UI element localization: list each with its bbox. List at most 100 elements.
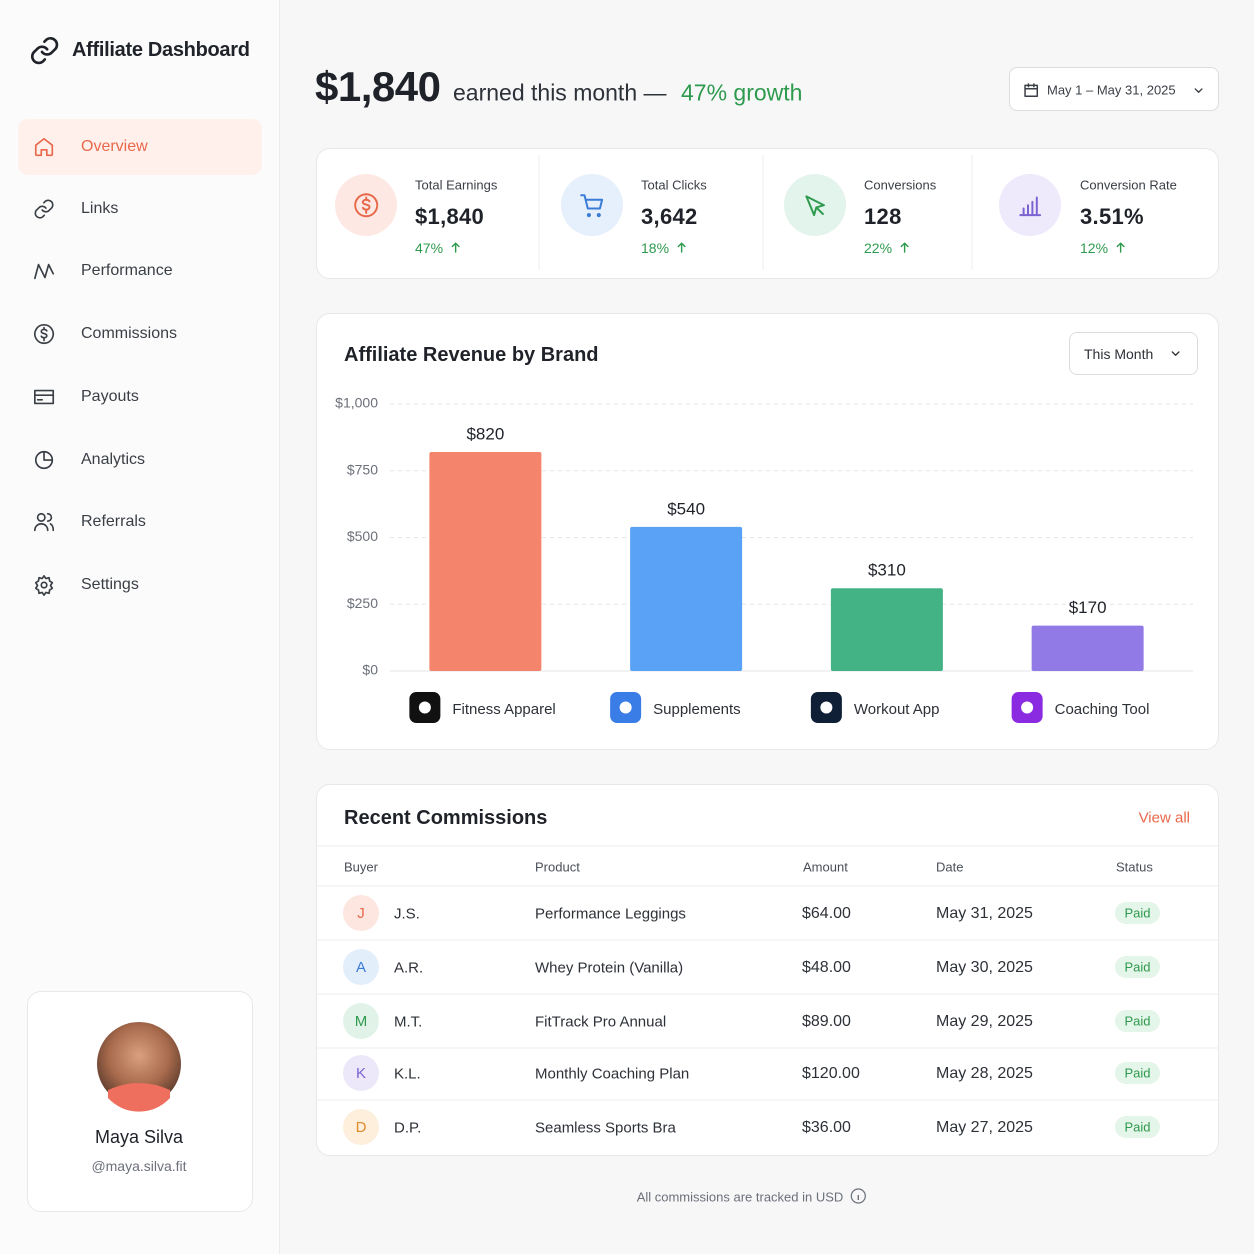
nav-label: Commissions xyxy=(81,325,178,342)
buyer-name: K.L. xyxy=(394,1065,421,1083)
earned-text: earned this month — xyxy=(453,79,667,106)
nav-icon xyxy=(34,389,55,405)
buyer-avatar xyxy=(343,1003,379,1039)
amount: $89.00 xyxy=(802,1013,851,1030)
nav-icon xyxy=(34,450,54,470)
amount: $64.00 xyxy=(802,905,851,922)
date: May 27, 2025 xyxy=(936,1119,1033,1136)
y-tick-label: $0 xyxy=(362,662,378,678)
nav-item[interactable] xyxy=(18,119,262,175)
date-picker[interactable] xyxy=(1009,67,1219,111)
status-pill xyxy=(1115,1116,1160,1138)
category-label: Coaching Tool xyxy=(1055,701,1150,718)
footer-note: All commissions are tracked in USD xyxy=(636,1189,844,1205)
buyer-initial: D xyxy=(356,1119,367,1136)
brand-logo-mark xyxy=(619,701,632,714)
nav-icon xyxy=(34,199,54,219)
nav-label: Links xyxy=(81,200,119,217)
amount: $120.00 xyxy=(802,1065,860,1082)
bar-value-label: $310 xyxy=(868,561,906,580)
table-title: Recent Commissions xyxy=(344,807,548,829)
y-tick-label: $250 xyxy=(347,595,378,611)
product-name: Performance Leggings xyxy=(535,905,686,923)
nav-icon xyxy=(34,263,55,280)
y-tick-label: $1,000 xyxy=(335,395,378,411)
avatar xyxy=(97,1022,181,1106)
stat-change: 47% xyxy=(415,240,444,256)
avatar-top xyxy=(108,1083,170,1112)
nav-label: Referrals xyxy=(81,513,146,530)
stat-value: 3,642 xyxy=(641,204,698,229)
buyer-initial: J xyxy=(357,905,365,922)
nav-icon xyxy=(34,512,55,532)
status-pill xyxy=(1115,902,1160,924)
growth-text: 47% growth xyxy=(681,79,803,106)
nav-label: Overview xyxy=(81,138,148,155)
status-label: Paid xyxy=(1124,1013,1150,1028)
nav-label: Analytics xyxy=(81,451,146,468)
status-label: Paid xyxy=(1124,959,1150,974)
status-pill xyxy=(1115,1010,1160,1032)
stats-card xyxy=(316,148,1219,279)
brand-logo-mark xyxy=(418,701,431,714)
up-arrow xyxy=(1116,242,1125,253)
nav-icon xyxy=(34,324,55,344)
category-label: Supplements xyxy=(653,701,741,718)
product-name: Whey Protein (Vanilla) xyxy=(535,959,684,977)
stat-value: $1,840 xyxy=(415,204,485,229)
bar-value-label: $820 xyxy=(466,425,504,444)
buyer-initial: M xyxy=(355,1013,368,1030)
nav-label: Payouts xyxy=(81,388,139,405)
nav-label: Settings xyxy=(81,576,139,593)
amount: $48.00 xyxy=(802,959,851,976)
bar-value-label: $540 xyxy=(667,499,705,518)
column-header: Date xyxy=(936,859,964,875)
stat-label: Conversions xyxy=(864,177,937,193)
date: May 31, 2025 xyxy=(936,905,1033,922)
product-name: Monthly Coaching Plan xyxy=(535,1065,690,1083)
status-label: Paid xyxy=(1124,1119,1150,1134)
status-pill xyxy=(1115,956,1160,978)
brand-logo-mark xyxy=(1021,701,1034,714)
stat-icon xyxy=(1019,196,1042,217)
bar xyxy=(429,452,542,671)
period-label[interactable]: This Month xyxy=(1084,346,1154,362)
date-range[interactable]: May 1 – May 31, 2025 xyxy=(1047,82,1176,98)
status-label: Paid xyxy=(1124,905,1150,920)
buyer-name: M.T. xyxy=(394,1013,423,1031)
stat-change: 12% xyxy=(1080,240,1109,256)
bar-value-label: $170 xyxy=(1069,598,1107,617)
status-label: Paid xyxy=(1124,1065,1150,1080)
brand-title: Affiliate Dashboard xyxy=(72,39,250,61)
brand-logo-mark xyxy=(820,701,833,714)
category-label: Fitness Apparel xyxy=(452,701,555,718)
column-header: Buyer xyxy=(344,859,378,875)
chevron xyxy=(1194,88,1203,93)
buyer-avatar xyxy=(343,949,379,985)
calendar-icon xyxy=(1024,83,1039,98)
product-name: Seamless Sports Bra xyxy=(535,1119,676,1137)
stat-label: Conversion Rate xyxy=(1080,177,1177,193)
date: May 29, 2025 xyxy=(936,1013,1033,1030)
nav-icon xyxy=(34,137,54,157)
nav-icon xyxy=(34,575,54,596)
status-pill xyxy=(1115,1062,1160,1084)
up-arrow xyxy=(451,242,460,253)
view-all[interactable]: View all xyxy=(1138,809,1190,827)
nav-label: Performance xyxy=(81,262,173,279)
column-header: Status xyxy=(1116,859,1153,875)
stat-icon xyxy=(354,193,379,218)
stat-value: 3.51% xyxy=(1080,204,1144,229)
bar xyxy=(630,526,743,671)
stat-label: Total Clicks xyxy=(641,177,707,193)
buyer-avatar xyxy=(343,1055,379,1091)
column-header: Product xyxy=(535,859,580,875)
buyer-avatar xyxy=(343,1109,379,1145)
stat-icon xyxy=(580,194,604,218)
brand-icon xyxy=(30,36,59,65)
y-tick-label: $500 xyxy=(347,528,378,544)
buyer-avatar xyxy=(343,895,379,931)
stat-change: 18% xyxy=(641,240,670,256)
stat-icon-bg xyxy=(561,174,623,236)
